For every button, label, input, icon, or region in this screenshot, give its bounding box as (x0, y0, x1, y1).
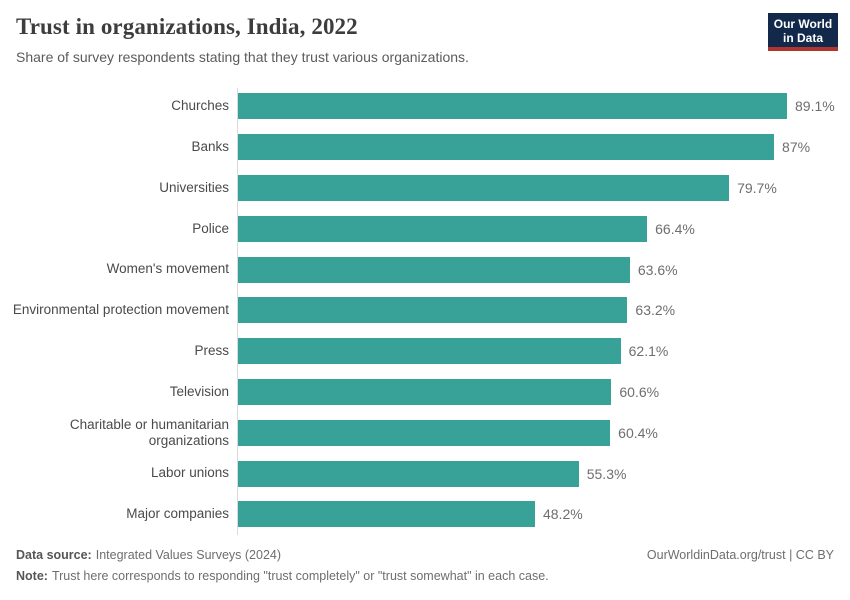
bar[interactable] (238, 93, 787, 120)
chart-header: Trust in organizations, India, 2022 Shar… (16, 14, 750, 65)
bar-row: Banks 87% (0, 127, 850, 168)
bar-row: Police 66.4% (0, 208, 850, 249)
bar[interactable] (238, 256, 630, 283)
bar-area: 87% (237, 127, 850, 168)
bar[interactable] (238, 134, 775, 161)
bar[interactable] (238, 338, 621, 365)
bar-row: Environmental protection movement 63.2% (0, 290, 850, 331)
category-label: Major companies (126, 506, 229, 522)
category-label: Charitable or humanitarian organizations (69, 416, 229, 448)
value-label: 48.2% (542, 506, 583, 523)
bar-row: Television 60.6% (0, 372, 850, 413)
note-line: Note: Trust here corresponds to respondin… (16, 566, 834, 587)
category-label: Banks (191, 139, 229, 155)
bar-area: 48.2% (237, 494, 850, 535)
note-label: Note: (16, 569, 48, 583)
bar-area: 63.6% (237, 249, 850, 290)
owid-logo-line2: in Data (782, 31, 823, 45)
bar-row: Labor unions 55.3% (0, 453, 850, 494)
chart-title: Trust in organizations, India, 2022 (16, 14, 358, 39)
value-label: 62.1% (628, 343, 669, 360)
data-source-label: Data source: (16, 548, 92, 562)
bar-row: Universities 79.7% (0, 168, 850, 209)
category-label: Television (169, 383, 229, 399)
bar-rows: Churches 89.1% Banks 87% Universities 79.7% Po… (0, 86, 850, 535)
bar-area: 62.1% (237, 331, 850, 372)
footer-attribution[interactable]: OurWorldinData.org/trust | CC BY (646, 548, 834, 562)
value-label: 60.6% (619, 383, 660, 400)
bar[interactable] (238, 297, 628, 324)
value-label: 55.3% (586, 465, 627, 482)
category-label: Police (192, 220, 229, 236)
bar-chart: Churches 89.1% Banks 87% Universities 79.7% Po… (0, 86, 850, 535)
bar[interactable] (238, 174, 730, 201)
bar-area: 79.7% (237, 168, 850, 209)
bar[interactable] (238, 460, 579, 487)
bar[interactable] (238, 501, 535, 528)
bar-area: 89.1% (237, 86, 850, 127)
value-label: 87% (782, 139, 811, 156)
data-source-line: Data source: Integrated Values Surveys (2… (16, 545, 834, 566)
data-source-text: Integrated Values Surveys (2024) (95, 548, 282, 562)
category-label: Labor unions (150, 465, 229, 481)
bar[interactable] (238, 378, 612, 405)
bar-area: 60.4% (237, 412, 850, 453)
category-label: Press (194, 343, 229, 359)
category-label: Universities (159, 179, 229, 195)
y-axis-line (237, 88, 238, 535)
value-label: 63.6% (637, 261, 678, 278)
value-label: 79.7% (737, 179, 777, 196)
chart-subtitle: Share of survey respondents stating that… (16, 49, 469, 65)
bar-row: Major companies 48.2% (0, 494, 850, 535)
chart-footer: Data source: Integrated Values Surveys (2… (16, 545, 834, 587)
bar-row: Charitable or humanitarian organizations… (0, 412, 850, 453)
bar-area: 66.4% (237, 208, 850, 249)
value-label: 89.1% (795, 98, 835, 115)
category-label: Environmental protection movement (12, 302, 229, 318)
note-text: Trust here corresponds to responding "tr… (51, 569, 549, 583)
bar-row: Women's movement 63.6% (0, 249, 850, 290)
value-label: 60.4% (618, 424, 658, 441)
owid-logo-line1: Our World (773, 17, 833, 31)
value-label: 66.4% (655, 220, 695, 237)
bar[interactable] (238, 419, 611, 446)
category-label: Churches (171, 98, 229, 114)
bar-area: 60.6% (237, 372, 850, 413)
bar-area: 63.2% (237, 290, 850, 331)
category-label: Women's movement (106, 261, 229, 277)
owid-logo[interactable]: Our World in Data (768, 13, 838, 51)
bar-area: 55.3% (237, 453, 850, 494)
value-label: 63.2% (635, 302, 676, 319)
bar-row: Press 62.1% (0, 331, 850, 372)
bar-row: Churches 89.1% (0, 86, 850, 127)
bar[interactable] (238, 215, 648, 242)
